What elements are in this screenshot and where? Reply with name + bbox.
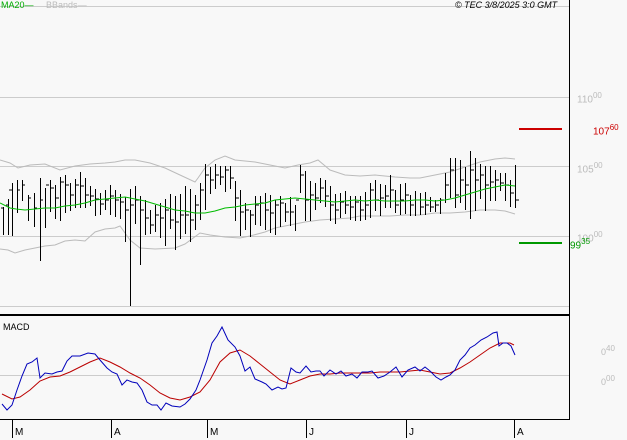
- y-label-105: 10500: [577, 161, 603, 176]
- price-gridlines: [0, 6, 569, 307]
- support-label: 9935: [570, 237, 591, 252]
- x-label-jul: J: [409, 427, 414, 438]
- y-label-100: 10000: [577, 230, 603, 245]
- legend-ma20: MA20—: [1, 0, 34, 10]
- macd-y-label-040: 040: [601, 344, 615, 357]
- x-label-apr: A: [114, 427, 121, 438]
- y-label-110: 11000: [577, 91, 602, 106]
- x-axis-ticks: [12, 420, 515, 438]
- x-label-mar: M: [15, 427, 24, 438]
- chart-legend: MA20— BBands—: [1, 0, 87, 11]
- copyright-timestamp: © TEC 3/8/2025 3:0 GMT: [455, 0, 558, 10]
- x-label-aug: A: [517, 427, 524, 438]
- resistance-label: 10760: [593, 123, 619, 138]
- ohlc-bars: [1, 151, 519, 306]
- macd-line: [1, 325, 516, 411]
- ma20-line: [0, 184, 516, 214]
- x-label-may: M: [210, 427, 219, 438]
- macd-title: MACD: [3, 322, 30, 332]
- x-label-jun: J: [309, 427, 314, 438]
- macd-y-label-000: 000: [601, 374, 615, 387]
- signal-line: [1, 342, 515, 401]
- legend-bbands: BBands—: [46, 0, 87, 10]
